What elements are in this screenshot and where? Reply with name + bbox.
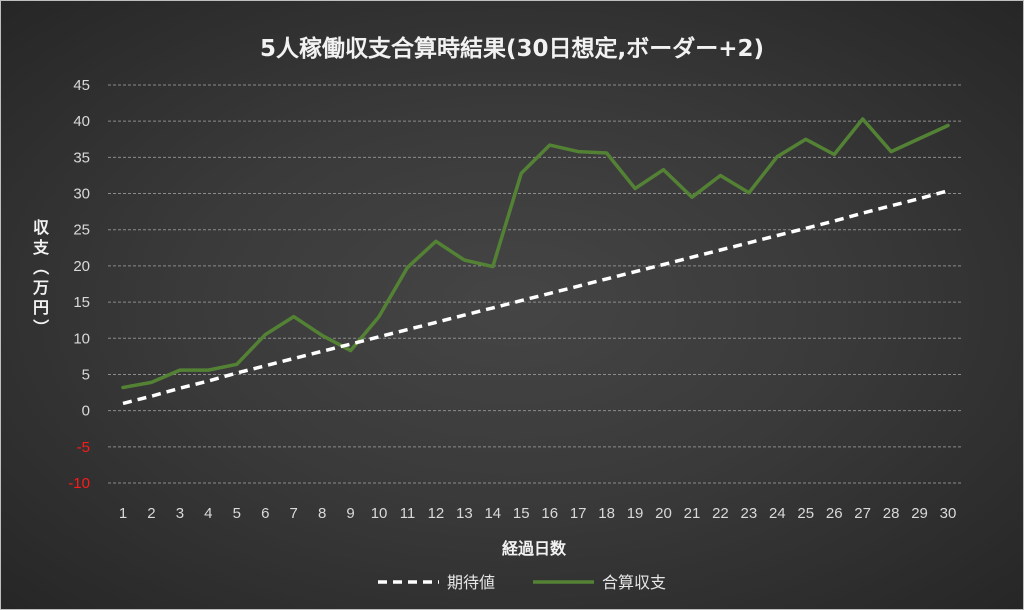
y-axis-title-glyph: ） <box>31 319 50 335</box>
legend: 期待値 合算収支 <box>378 573 666 592</box>
x-tick-label: 19 <box>627 505 644 522</box>
x-tick-label: 29 <box>911 505 928 522</box>
x-tick-label: 1 <box>119 505 127 522</box>
x-tick-label: 30 <box>940 505 957 522</box>
x-tick-label: 23 <box>741 505 758 522</box>
y-tick-label: 0 <box>82 403 90 420</box>
x-tick-label: 25 <box>797 505 814 522</box>
gridlines <box>108 84 962 484</box>
x-tick-label: 6 <box>261 505 269 522</box>
x-tick-label: 12 <box>428 505 445 522</box>
y-tick-label: -5 <box>77 439 90 456</box>
x-tick-label: 22 <box>712 505 729 522</box>
y-axis-title-glyph: 支 <box>32 238 50 257</box>
y-tick-label: 40 <box>73 113 90 130</box>
x-tick-label: 21 <box>684 505 701 522</box>
x-tick-label: 2 <box>147 505 155 522</box>
legend-label: 期待値 <box>447 573 495 592</box>
series-line-0 <box>122 189 949 406</box>
x-tick-label: 20 <box>655 505 672 522</box>
x-tick-label: 24 <box>769 505 786 522</box>
x-tick-label: 15 <box>513 505 530 522</box>
y-tick-label: 5 <box>82 366 90 383</box>
x-tick-label: 28 <box>883 505 900 522</box>
x-axis-title: 経過日数 <box>502 539 567 558</box>
y-axis-title: 収支 （ 万円 ） <box>31 218 50 335</box>
y-axis-title-glyph: 万 <box>32 278 49 297</box>
x-tick-label: 9 <box>346 505 354 522</box>
x-tick-label: 11 <box>400 505 416 522</box>
y-tick-label: 10 <box>73 330 90 347</box>
series-line-1 <box>121 117 950 390</box>
x-tick-label: 4 <box>204 505 212 522</box>
x-tick-label: 5 <box>233 505 241 522</box>
y-tick-label: -10 <box>68 475 90 492</box>
y-tick-label: 35 <box>73 149 90 166</box>
y-axis-title-glyph: 収 <box>33 218 50 237</box>
x-tick-label: 7 <box>290 505 298 522</box>
y-axis-title-glyph: 円 <box>33 298 49 317</box>
y-axis-ticks: 45 40 35 30 25 20 15 10 5 0 -5 -10 <box>68 77 90 492</box>
y-tick-label: 45 <box>73 77 90 94</box>
x-tick-label: 18 <box>598 505 615 522</box>
x-tick-label: 26 <box>826 505 843 522</box>
x-tick-label: 13 <box>456 505 473 522</box>
x-tick-label: 17 <box>570 505 587 522</box>
y-tick-label: 20 <box>73 258 90 275</box>
x-tick-label: 10 <box>371 505 388 522</box>
x-tick-label: 3 <box>176 505 184 522</box>
x-axis-ticks: 1 2 3 4 5 6 7 8 9 10 11 12 13 14 15 16 17 18 19 20 21 22 23 24 2… <box>119 505 957 522</box>
chart-title: 5人稼働収支合算時結果(30日想定,ボーダー+2) <box>260 35 764 62</box>
y-tick-label: 30 <box>73 186 90 203</box>
x-tick-label: 16 <box>541 505 558 522</box>
y-tick-label: 25 <box>73 222 90 239</box>
series-lines <box>121 117 950 406</box>
x-tick-label: 27 <box>854 505 871 522</box>
x-tick-label: 14 <box>484 505 501 522</box>
y-axis-title-glyph: （ <box>31 259 50 275</box>
legend-label: 合算収支 <box>602 573 666 592</box>
x-tick-label: 8 <box>318 505 326 522</box>
y-tick-label: 15 <box>73 294 90 311</box>
